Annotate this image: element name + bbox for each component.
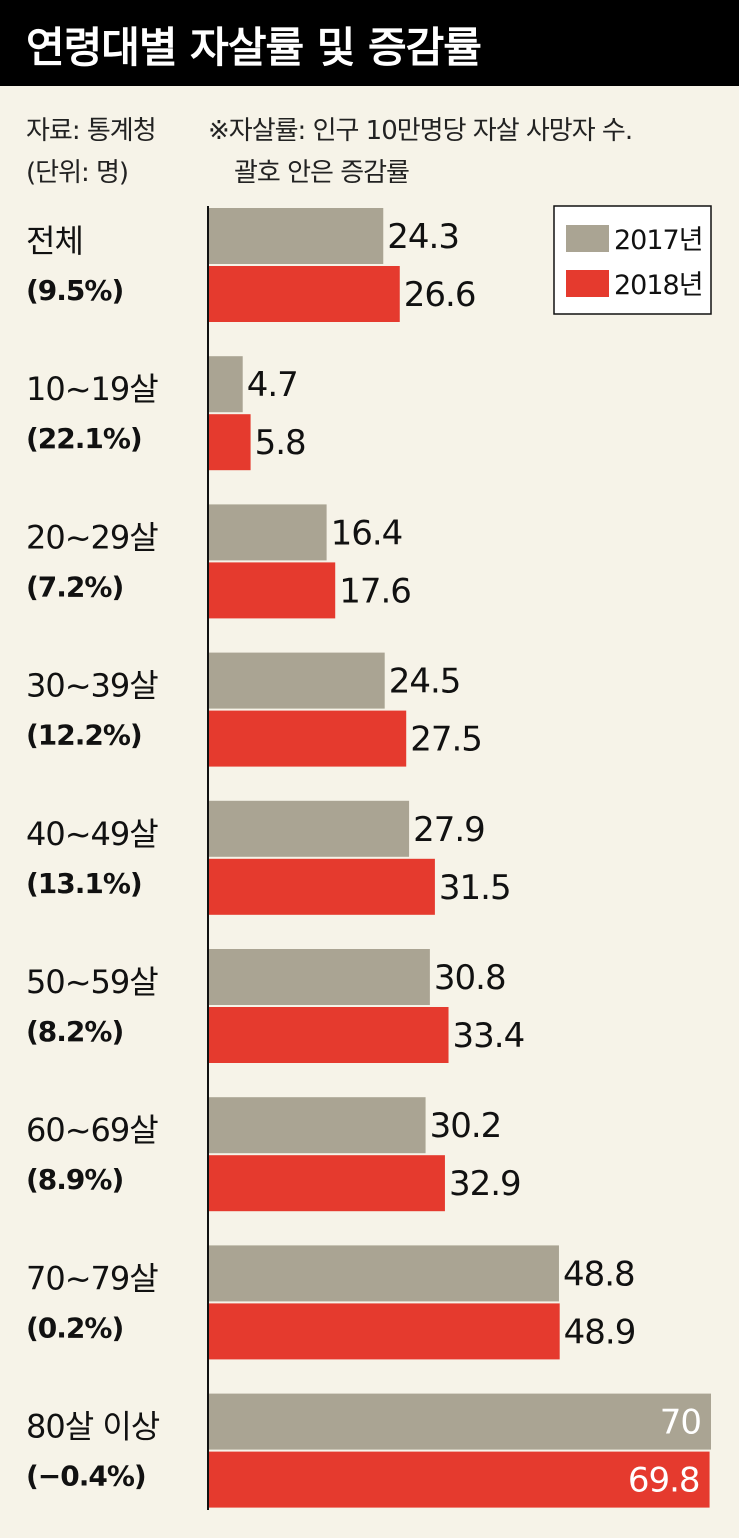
data-label: 5.8 <box>255 423 306 463</box>
source-note: 자료: 통계청 <box>26 116 157 146</box>
change-rate-label: (22.1%) <box>26 422 142 455</box>
bar-2018 <box>209 414 251 471</box>
data-label: 17.6 <box>339 571 411 611</box>
category-label: 10~19살 <box>26 370 158 408</box>
bar-2018 <box>209 858 435 915</box>
bar-2018 <box>209 1155 445 1212</box>
data-label: 24.5 <box>389 662 461 702</box>
category-label: 80살 이상 <box>26 1408 160 1446</box>
data-label: 48.8 <box>563 1254 635 1294</box>
category-label: 60~69살 <box>26 1111 158 1149</box>
bar-2018 <box>209 1451 710 1508</box>
change-rate-label: (0.2%) <box>26 1311 123 1344</box>
bar-2017 <box>209 949 430 1005</box>
data-label: 69.8 <box>628 1461 700 1501</box>
data-label: 4.7 <box>247 365 298 405</box>
category-label: 40~49살 <box>26 815 158 853</box>
bar-2018 <box>209 266 400 322</box>
bar-2017 <box>209 356 243 413</box>
legend-label-2018: 2018년 <box>614 270 703 301</box>
bar-2018 <box>209 710 407 767</box>
data-label: 24.3 <box>387 217 459 257</box>
bar-2017 <box>209 504 327 561</box>
category-label: 50~59살 <box>26 963 158 1001</box>
change-rate-label: (7.2%) <box>26 570 123 603</box>
chart-title: 연령대별 자살률 및 증감률 <box>26 23 482 72</box>
category-label: 전체 <box>26 222 83 260</box>
data-label: 30.2 <box>430 1106 502 1146</box>
category-label: 70~79살 <box>26 1259 158 1297</box>
legend-swatch-2017 <box>566 225 609 252</box>
change-rate-label: (8.2%) <box>26 1015 123 1048</box>
data-label: 33.4 <box>453 1016 525 1056</box>
category-label: 30~39살 <box>26 667 158 705</box>
definition-note: ※자살률: 인구 10만명당 자살 사망자 수. <box>208 116 633 146</box>
data-label: 70 <box>660 1403 701 1443</box>
data-label: 30.8 <box>434 958 506 998</box>
legend-label-2017: 2017년 <box>614 225 703 256</box>
legend-swatch-2018 <box>566 270 609 297</box>
bars-group: 24.3 26.6 4.7 5.8 16.4 17.6 24.5 27.5 27.9 31.5 30… <box>209 208 711 1508</box>
change-rate-label: (8.9%) <box>26 1163 123 1196</box>
bar-2017 <box>209 652 385 709</box>
change-rate-label: (9.5%) <box>26 274 123 307</box>
title-bar: 연령대별 자살률 및 증감률 <box>0 0 739 86</box>
bar-2017 <box>209 1393 711 1450</box>
unit-note: (단위: 명) <box>26 158 129 188</box>
change-rate-label: (13.1%) <box>26 867 142 900</box>
data-label: 16.4 <box>331 513 403 553</box>
data-label: 32.9 <box>449 1164 521 1204</box>
bar-2018 <box>209 562 336 619</box>
data-label: 48.9 <box>564 1312 636 1352</box>
bar-2017 <box>209 1097 426 1154</box>
bar-2017 <box>209 1245 559 1302</box>
bar-2018 <box>209 1303 560 1360</box>
data-label: 27.9 <box>413 810 485 850</box>
legend: 2017년 2018년 <box>553 205 712 315</box>
data-label: 26.6 <box>404 275 476 315</box>
bar-2017 <box>209 208 384 264</box>
data-label: 31.5 <box>439 868 511 908</box>
data-label: 27.5 <box>410 720 482 760</box>
change-rate-label: (−0.4%) <box>26 1460 146 1493</box>
change-rate-label: (12.2%) <box>26 719 142 752</box>
paren-note: 괄호 안은 증감률 <box>234 158 410 188</box>
bar-2017 <box>209 800 410 857</box>
bar-2018 <box>209 1007 449 1063</box>
category-label: 20~29살 <box>26 518 158 556</box>
